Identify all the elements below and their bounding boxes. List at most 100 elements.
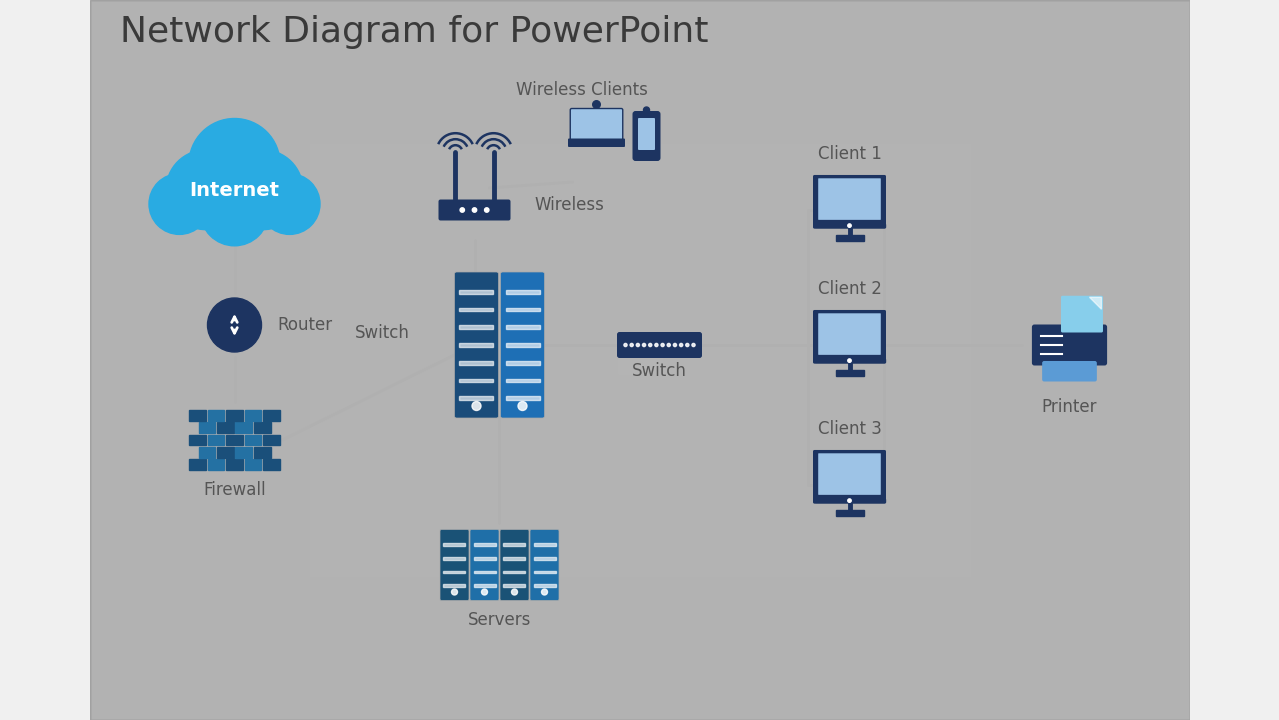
FancyBboxPatch shape xyxy=(638,118,655,150)
Bar xyxy=(573,317,706,403)
Text: Servers: Servers xyxy=(468,611,531,629)
Circle shape xyxy=(207,298,261,352)
Bar xyxy=(243,101,1036,619)
Bar xyxy=(596,331,683,389)
Bar xyxy=(533,584,555,587)
Text: Router: Router xyxy=(278,316,333,334)
FancyBboxPatch shape xyxy=(813,450,886,504)
Bar xyxy=(473,544,495,546)
Bar xyxy=(288,130,991,590)
Bar xyxy=(207,459,225,470)
FancyBboxPatch shape xyxy=(530,529,559,600)
Bar xyxy=(444,584,466,587)
Circle shape xyxy=(673,343,677,346)
Bar xyxy=(441,230,838,490)
FancyBboxPatch shape xyxy=(500,272,545,418)
Bar xyxy=(444,570,466,573)
Text: Firewall: Firewall xyxy=(203,481,266,499)
Text: Client 1: Client 1 xyxy=(817,145,881,163)
Bar xyxy=(473,570,495,573)
Bar xyxy=(505,325,540,329)
Bar xyxy=(444,544,466,546)
Circle shape xyxy=(848,499,852,503)
Bar xyxy=(353,173,926,547)
Bar xyxy=(263,459,280,470)
Bar xyxy=(835,510,863,516)
Bar xyxy=(459,397,494,400)
Bar xyxy=(244,410,261,420)
Circle shape xyxy=(189,119,280,210)
Bar xyxy=(459,307,494,311)
Circle shape xyxy=(472,402,481,410)
FancyBboxPatch shape xyxy=(1042,361,1097,382)
Circle shape xyxy=(201,177,269,246)
Text: Wireless: Wireless xyxy=(535,196,605,214)
Circle shape xyxy=(512,589,518,595)
FancyBboxPatch shape xyxy=(633,111,660,161)
FancyBboxPatch shape xyxy=(813,310,886,364)
Bar xyxy=(505,307,540,311)
Bar xyxy=(217,422,234,433)
Bar xyxy=(198,422,215,433)
Bar xyxy=(189,410,206,420)
Bar xyxy=(505,290,540,294)
Bar xyxy=(244,435,261,446)
FancyBboxPatch shape xyxy=(568,138,625,147)
Circle shape xyxy=(148,174,210,235)
Circle shape xyxy=(692,343,694,346)
Bar xyxy=(486,259,793,461)
Circle shape xyxy=(518,402,527,410)
Bar xyxy=(459,325,494,329)
Bar xyxy=(235,422,252,433)
Bar xyxy=(504,570,526,573)
Bar xyxy=(533,557,555,559)
Bar xyxy=(530,288,749,432)
Circle shape xyxy=(541,589,547,595)
Circle shape xyxy=(848,224,852,228)
FancyBboxPatch shape xyxy=(819,454,881,495)
Bar xyxy=(533,544,555,546)
FancyBboxPatch shape xyxy=(500,529,530,600)
Circle shape xyxy=(481,589,487,595)
Bar xyxy=(253,447,270,458)
FancyBboxPatch shape xyxy=(469,529,499,600)
Text: Client 2: Client 2 xyxy=(817,280,881,298)
Circle shape xyxy=(460,208,464,212)
Bar xyxy=(200,72,1079,648)
Text: Client 3: Client 3 xyxy=(817,420,881,438)
Bar xyxy=(244,459,261,470)
Bar xyxy=(463,245,816,475)
Bar xyxy=(504,584,526,587)
Bar xyxy=(263,435,280,446)
Bar xyxy=(376,187,903,533)
Circle shape xyxy=(661,343,664,346)
Circle shape xyxy=(166,150,246,230)
Bar xyxy=(459,343,494,347)
Text: Internet: Internet xyxy=(189,181,280,199)
Bar xyxy=(207,410,225,420)
Text: Switch: Switch xyxy=(632,362,687,380)
Bar xyxy=(505,379,540,382)
Circle shape xyxy=(655,343,657,346)
Bar xyxy=(505,397,540,400)
Bar xyxy=(189,435,206,446)
Bar xyxy=(398,202,881,518)
Bar xyxy=(835,370,863,376)
FancyBboxPatch shape xyxy=(1062,296,1102,333)
Bar xyxy=(618,346,661,374)
Bar xyxy=(156,43,1123,677)
FancyBboxPatch shape xyxy=(819,313,881,355)
FancyBboxPatch shape xyxy=(439,199,510,220)
Polygon shape xyxy=(1090,297,1101,310)
Bar xyxy=(266,115,1013,605)
FancyBboxPatch shape xyxy=(440,529,469,600)
Bar xyxy=(459,361,494,364)
Circle shape xyxy=(642,343,646,346)
Circle shape xyxy=(223,150,303,230)
Bar xyxy=(459,290,494,294)
Circle shape xyxy=(592,101,600,108)
Circle shape xyxy=(643,107,650,113)
Circle shape xyxy=(686,343,689,346)
FancyBboxPatch shape xyxy=(1032,325,1108,366)
Text: Network Diagram for PowerPoint: Network Diagram for PowerPoint xyxy=(119,15,709,49)
